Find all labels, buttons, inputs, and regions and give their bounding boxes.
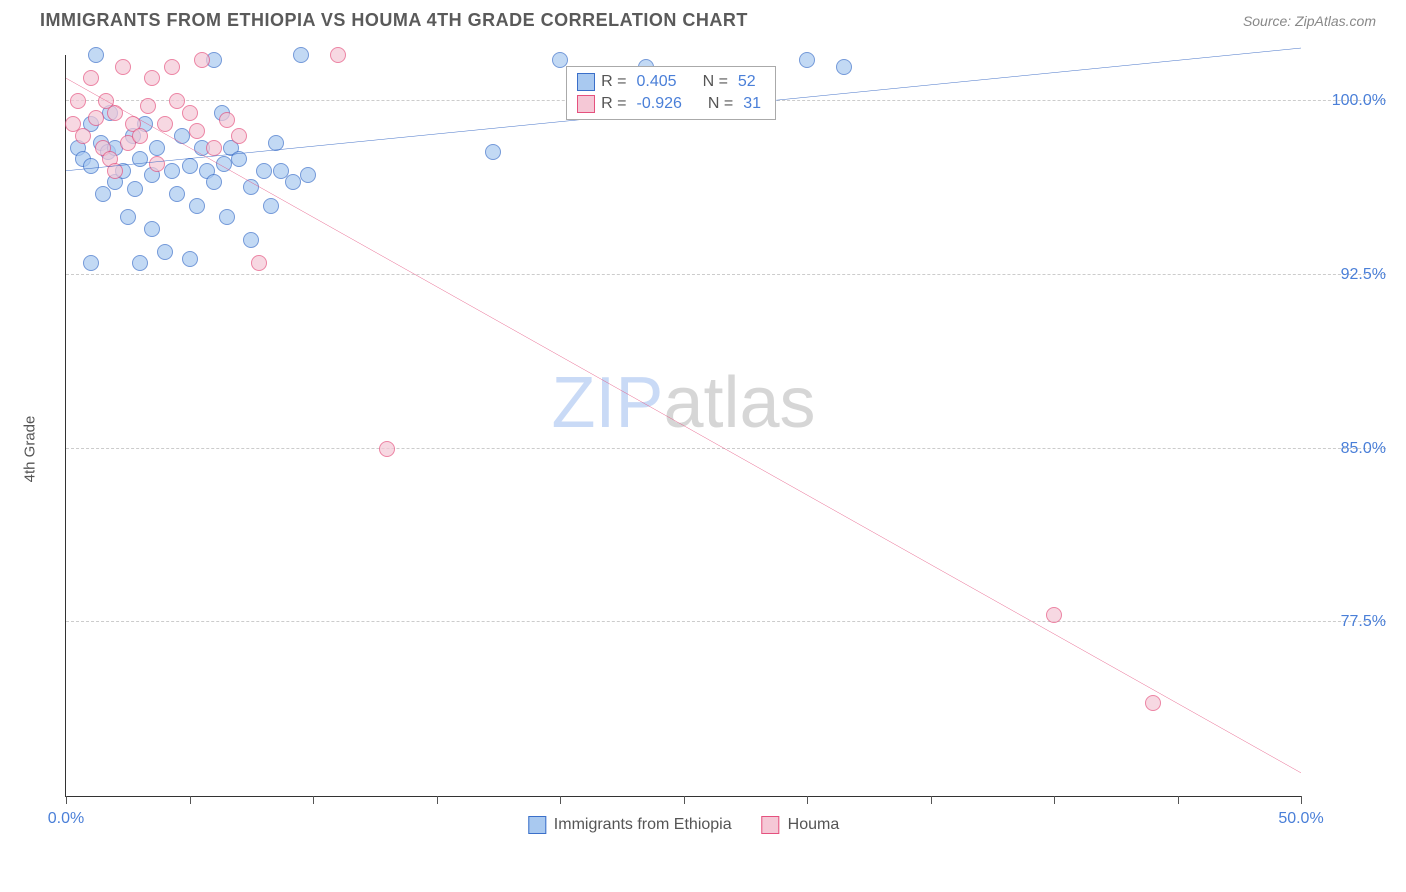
correlation-legend: R = 0.405 N = 52 R = -0.926 N = 31: [566, 66, 776, 120]
x-tick: [313, 796, 314, 804]
x-tick: [190, 796, 191, 804]
r-value-ethiopia: 0.405: [633, 73, 681, 91]
legend-label-ethiopia: Immigrants from Ethiopia: [554, 816, 732, 834]
n-label: N =: [708, 95, 733, 113]
legend-label-houma: Houma: [788, 816, 840, 834]
source-label: Source:: [1243, 13, 1295, 29]
legend-swatch-ethiopia: [577, 73, 595, 91]
source-attribution: Source: ZipAtlas.com: [1243, 13, 1376, 29]
source-value: ZipAtlas.com: [1295, 13, 1376, 29]
legend-swatch-ethiopia: [528, 816, 546, 834]
r-label: R =: [601, 73, 626, 91]
r-label: R =: [601, 95, 626, 113]
trend-lines-svg: [66, 55, 1301, 796]
x-tick-label: 50.0%: [1278, 810, 1323, 828]
n-value-houma: 31: [739, 95, 765, 113]
y-tick-label: 85.0%: [1311, 440, 1386, 458]
n-label: N =: [703, 73, 728, 91]
y-tick-label: 100.0%: [1311, 92, 1386, 110]
x-tick: [66, 796, 67, 804]
legend-swatch-houma: [762, 816, 780, 834]
series-legend: Immigrants from Ethiopia Houma: [528, 816, 839, 834]
legend-item-houma: Houma: [762, 816, 840, 834]
r-value-houma: -0.926: [633, 95, 686, 113]
x-tick: [684, 796, 685, 804]
x-tick: [437, 796, 438, 804]
legend-row-houma: R = -0.926 N = 31: [577, 93, 765, 115]
header: IMMIGRANTS FROM ETHIOPIA VS HOUMA 4TH GR…: [0, 0, 1406, 36]
legend-item-ethiopia: Immigrants from Ethiopia: [528, 816, 732, 834]
x-tick: [931, 796, 932, 804]
x-tick: [1178, 796, 1179, 804]
chart-title: IMMIGRANTS FROM ETHIOPIA VS HOUMA 4TH GR…: [40, 10, 748, 31]
trend-line-houma: [66, 78, 1301, 773]
x-tick-label: 0.0%: [48, 810, 84, 828]
legend-swatch-houma: [577, 95, 595, 113]
n-value-ethiopia: 52: [734, 73, 760, 91]
y-tick-label: 92.5%: [1311, 266, 1386, 284]
y-tick-label: 77.5%: [1311, 613, 1386, 631]
x-tick: [807, 796, 808, 804]
x-tick: [1301, 796, 1302, 804]
x-tick: [1054, 796, 1055, 804]
y-axis-label: 4th Grade: [22, 415, 39, 482]
plot-area: ZIPatlas R = 0.405 N = 52 R = -0.926 N =…: [65, 55, 1301, 797]
legend-row-ethiopia: R = 0.405 N = 52: [577, 71, 765, 93]
x-tick: [560, 796, 561, 804]
chart-container: 4th Grade ZIPatlas R = 0.405 N = 52 R = …: [40, 45, 1386, 852]
